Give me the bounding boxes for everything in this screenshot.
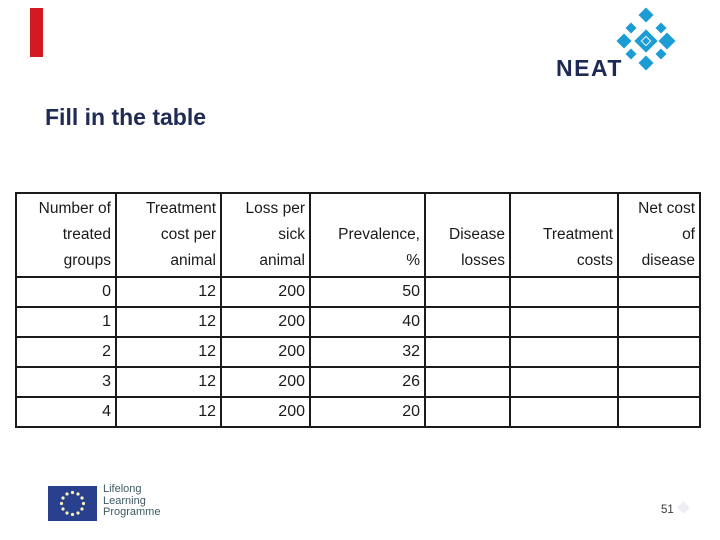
cell-loss: 200	[220, 306, 311, 338]
cell-treatment-cost: 12	[115, 366, 222, 398]
cell-treatment-costs-empty	[509, 366, 619, 398]
col-header-treatment-cost: Treatment cost per animal	[115, 192, 222, 278]
cell-prevalence: 50	[309, 276, 426, 308]
cell-treatment-cost: 12	[115, 306, 222, 338]
cell-treatment-costs-empty	[509, 276, 619, 308]
cell-loss: 200	[220, 276, 311, 308]
cell-groups: 4	[15, 396, 117, 428]
cell-treatment-cost: 12	[115, 276, 222, 308]
cell-treatment-costs-empty	[509, 336, 619, 368]
table-header-row: Number of treated groups Treatment cost …	[15, 192, 701, 278]
cell-disease-losses-empty	[424, 366, 511, 398]
lifelong-learning-programme-label: Lifelong Learning Programme	[103, 483, 161, 518]
eu-flag-logo	[48, 486, 97, 521]
neat-logo: NEAT	[552, 4, 692, 84]
red-ribbon-decoration	[30, 8, 43, 57]
cell-disease-losses-empty	[424, 306, 511, 338]
cell-treatment-costs-empty	[509, 306, 619, 338]
cell-prevalence: 40	[309, 306, 426, 338]
table-row: 0 12 200 50	[15, 276, 701, 308]
col-header-treated-groups: Number of treated groups	[15, 192, 117, 278]
col-header-prevalence: Prevalence, %	[309, 192, 426, 278]
cell-net-cost-empty	[617, 336, 701, 368]
cell-loss: 200	[220, 336, 311, 368]
cell-net-cost-empty	[617, 306, 701, 338]
cell-groups: 0	[15, 276, 117, 308]
fill-in-table: Number of treated groups Treatment cost …	[15, 192, 701, 428]
cell-prevalence: 20	[309, 396, 426, 428]
cell-prevalence: 26	[309, 366, 426, 398]
cell-net-cost-empty	[617, 396, 701, 428]
col-header-loss-per-sick: Loss per sick animal	[220, 192, 311, 278]
cell-net-cost-empty	[617, 276, 701, 308]
cell-disease-losses-empty	[424, 336, 511, 368]
page-title: Fill in the table	[45, 104, 207, 130]
table-row: 4 12 200 20	[15, 396, 701, 428]
cell-treatment-cost: 12	[115, 396, 222, 428]
cell-disease-losses-empty	[424, 276, 511, 308]
page-number: 51	[661, 504, 674, 516]
faint-diamond-decoration	[677, 501, 690, 514]
cell-groups: 3	[15, 366, 117, 398]
cell-treatment-cost: 12	[115, 336, 222, 368]
cell-loss: 200	[220, 366, 311, 398]
cell-prevalence: 32	[309, 336, 426, 368]
cell-disease-losses-empty	[424, 396, 511, 428]
cell-net-cost-empty	[617, 366, 701, 398]
col-header-treatment-costs: Treatment costs	[509, 192, 619, 278]
cell-loss: 200	[220, 396, 311, 428]
cell-groups: 1	[15, 306, 117, 338]
neat-wordmark: NEAT	[556, 55, 623, 81]
table-row: 2 12 200 32	[15, 336, 701, 368]
neat-diamonds-icon	[616, 7, 676, 71]
col-header-disease-losses: Disease losses	[424, 192, 511, 278]
cell-groups: 2	[15, 336, 117, 368]
table-row: 1 12 200 40	[15, 306, 701, 338]
cell-treatment-costs-empty	[509, 396, 619, 428]
table-row: 3 12 200 26	[15, 366, 701, 398]
eu-flag-stars-icon	[59, 490, 86, 517]
col-header-net-cost: Net cost of disease	[617, 192, 701, 278]
